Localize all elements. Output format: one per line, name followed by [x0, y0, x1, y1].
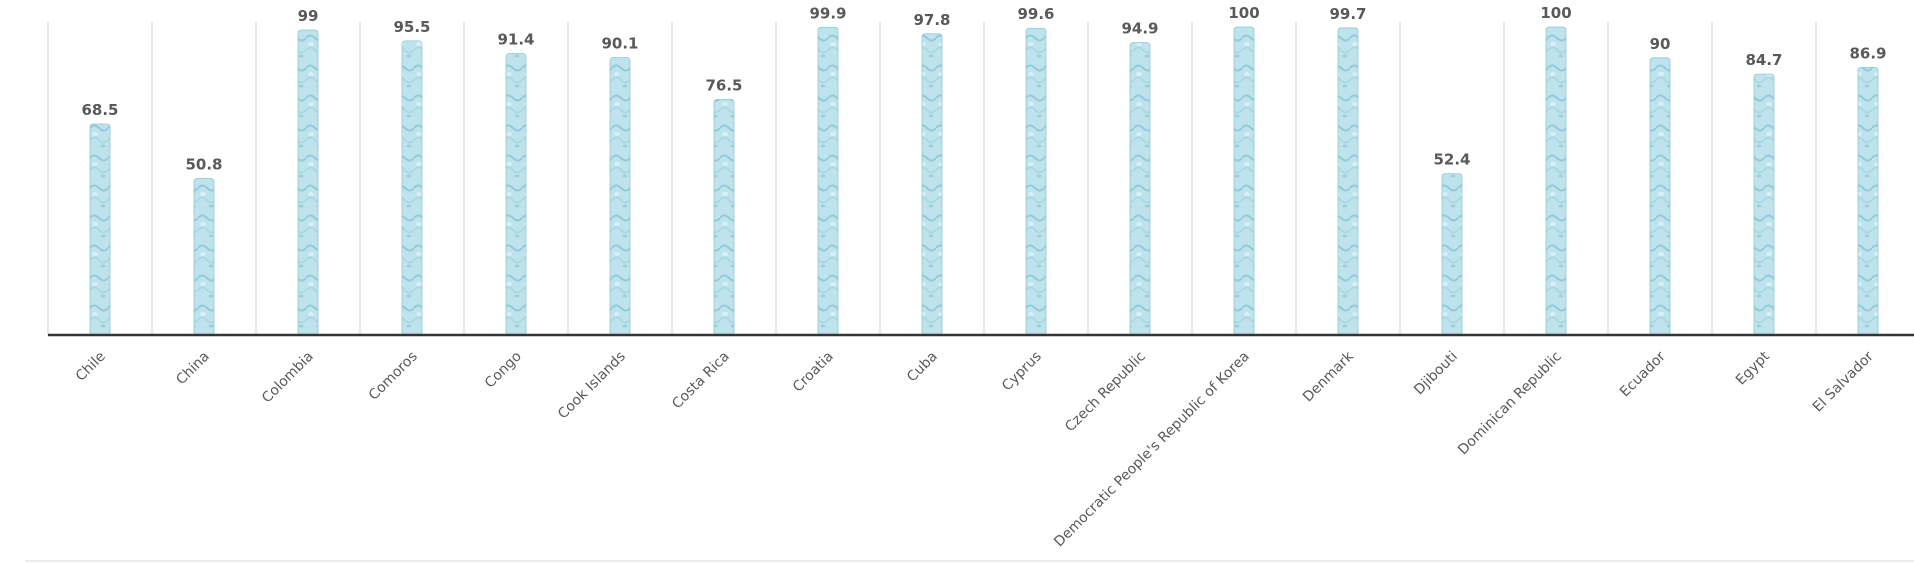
x-tick-label: Egypt [1733, 348, 1773, 388]
x-tick-label: Cuba [904, 349, 941, 386]
value-label: 84.7 [1745, 51, 1782, 69]
bar-ecuador [1649, 57, 1671, 336]
value-label: 95.5 [393, 18, 430, 36]
x-tick-label: China [173, 349, 213, 389]
x-tick-label: Congo [482, 349, 525, 392]
value-label: 76.5 [705, 76, 742, 94]
x-tick-label: Croatia [790, 349, 837, 396]
bar-croatia [817, 26, 839, 336]
bar-democratic-people-s-republic-of-korea [1233, 26, 1255, 336]
bar-denmark [1337, 27, 1359, 336]
value-label: 100 [1228, 4, 1259, 22]
x-tick-label: Denmark [1300, 348, 1357, 405]
value-label: 99.7 [1329, 5, 1366, 23]
value-label: 52.4 [1433, 151, 1470, 169]
value-label: 99.6 [1017, 5, 1054, 23]
bar-congo [505, 53, 527, 336]
x-tick-label: Czech Republic [1062, 349, 1149, 436]
x-tick-label: El Salvador [1810, 348, 1877, 415]
x-tick-label: Djibouti [1411, 349, 1461, 399]
bar-djibouti [1441, 173, 1463, 336]
x-tick-label: Colombia [259, 349, 317, 407]
value-label: 90 [1650, 35, 1671, 53]
value-label: 68.5 [81, 101, 118, 119]
bar-egypt [1753, 73, 1775, 336]
x-tick-label: Comoros [366, 349, 421, 404]
x-tick-label: Costa Rica [669, 349, 733, 413]
x-tick-label: Cook Islands [555, 349, 629, 423]
bar-chile [89, 123, 111, 336]
bar-costa-rica [713, 98, 735, 336]
value-label: 50.8 [185, 156, 222, 174]
value-label: 94.9 [1121, 20, 1158, 38]
bar-el-salvador [1857, 66, 1879, 336]
bar-dominican-republic [1545, 26, 1567, 336]
value-label: 99 [298, 7, 319, 25]
bar-comoros [401, 40, 423, 336]
bar-china [193, 178, 215, 336]
x-tick-label: Dominican Republic [1455, 349, 1565, 459]
value-label: 91.4 [497, 30, 534, 48]
x-tick-label: Democratic People's Republic of Korea [1051, 349, 1253, 551]
value-label: 99.9 [809, 4, 846, 22]
bar-colombia [297, 29, 319, 336]
x-tick-label: Ecuador [1617, 348, 1669, 400]
value-label: 97.8 [913, 11, 950, 29]
x-tick-label: Cyprus [999, 349, 1045, 395]
bar-cook-islands [609, 57, 631, 336]
value-label: 86.9 [1849, 44, 1886, 62]
x-tick-label: Chile [73, 349, 109, 385]
bar-cyprus [1025, 27, 1047, 336]
value-label: 90.1 [601, 34, 638, 52]
value-label: 100 [1540, 4, 1571, 22]
bar-czech-republic [1129, 42, 1151, 336]
bar-cuba [921, 33, 943, 336]
